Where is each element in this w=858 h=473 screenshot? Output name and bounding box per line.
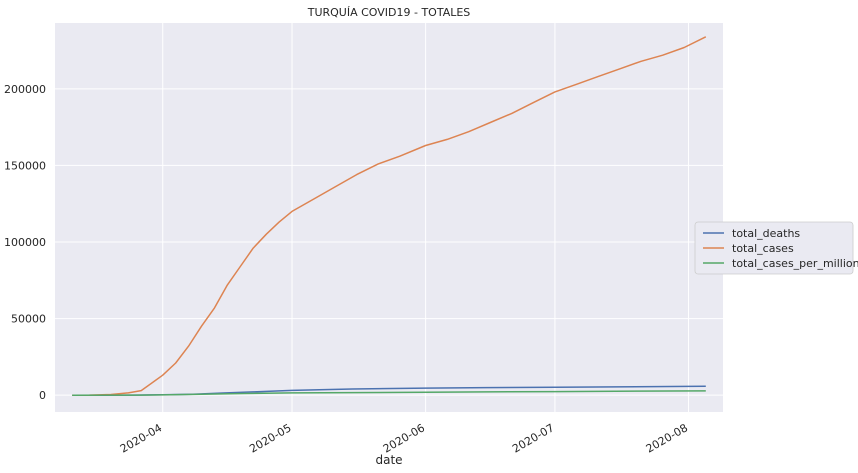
x-tick-label: 2020-04 xyxy=(118,421,164,455)
chart-title: TURQUÍA COVID19 - TOTALES xyxy=(307,6,471,19)
legend-box xyxy=(694,221,854,275)
y-tick-label: 100000 xyxy=(4,236,46,249)
x-tick-label: 2020-06 xyxy=(381,421,427,455)
x-tick-labels: 2020-04 2020-05 2020-06 2020-07 2020-08 xyxy=(118,421,690,455)
series-line-total-cases xyxy=(72,36,707,396)
y-tick-labels: 0 50000 100000 150000 200000 xyxy=(4,83,46,402)
legend: total_deaths total_cases total_cases_per… xyxy=(694,221,858,275)
y-tick-label: 150000 xyxy=(4,159,46,172)
x-tick-label: 2020-07 xyxy=(510,421,556,455)
legend-label-total-cases: total_cases xyxy=(732,242,794,255)
series-line-total-cases-per-million xyxy=(72,390,706,396)
legend-label-total-cases-per-million: total_cases_per_million xyxy=(732,257,858,270)
x-axis-label: date xyxy=(375,453,402,467)
grid xyxy=(55,23,723,412)
legend-label-total-deaths: total_deaths xyxy=(732,227,800,240)
y-tick-label: 50000 xyxy=(11,313,46,326)
series-lines xyxy=(72,36,707,396)
x-tick-label: 2020-08 xyxy=(644,421,690,455)
plot-background xyxy=(55,23,723,412)
x-tick-label: 2020-05 xyxy=(247,421,293,455)
y-tick-label: 200000 xyxy=(4,83,46,96)
y-tick-label: 0 xyxy=(39,389,46,402)
